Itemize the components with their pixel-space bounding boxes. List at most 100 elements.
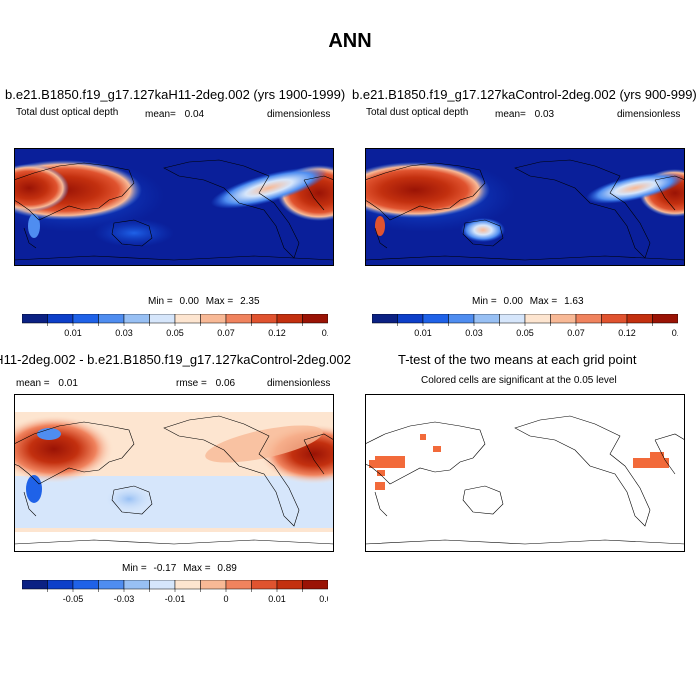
colorbar-swatch <box>149 314 176 324</box>
colorbar-swatch <box>372 314 398 324</box>
panel-ttest-header: T-test of the two means at each grid poi… <box>398 352 637 367</box>
panel-control-minmax: Min = 0.00 Max = 1.63 <box>472 296 584 307</box>
colorbar-tick-label: -0.01 <box>165 594 186 604</box>
colorbar-swatch <box>276 314 303 324</box>
max-value: 0.89 <box>217 563 237 574</box>
mean-value: 0.04 <box>184 109 205 120</box>
panel-diff-header: b.e21.B1850.f19_g17.127kaH11-2deg.002 - … <box>0 352 351 367</box>
colorbar-tick-label: 0.01 <box>414 328 432 338</box>
colorbar-swatch <box>397 314 424 324</box>
colorbar-swatch <box>499 314 526 324</box>
colorbar-swatch <box>22 314 48 324</box>
colorbar-tick-label: 0.2 <box>322 328 328 338</box>
colorbar-tick-label: 0.01 <box>64 328 82 338</box>
min-label: Min = <box>472 296 497 307</box>
colorbar-swatch <box>47 314 74 324</box>
min-value: 0.00 <box>179 296 199 307</box>
colorbar-tick-label: 0.07 <box>567 328 585 338</box>
page-title: ANN <box>328 30 372 52</box>
map-diff <box>14 394 334 552</box>
colorbar-tick-label: 0.01 <box>268 594 286 604</box>
panel-case-units: dimensionless <box>267 109 331 120</box>
colorbar-swatch <box>302 314 328 324</box>
colorbar-swatch <box>601 314 628 324</box>
max-value: 2.35 <box>240 296 260 307</box>
panel-control-mean: mean= 0.03 <box>495 109 554 120</box>
map-ttest <box>365 394 685 552</box>
panel-diff-minmax: Min = -0.17 Max = 0.89 <box>122 563 237 574</box>
panel-ttest-subheader: Colored cells are significant at the 0.0… <box>421 375 617 386</box>
rmse-value: 0.06 <box>215 378 236 389</box>
map-control <box>365 148 685 266</box>
colorbar-tick-label: 0.12 <box>618 328 636 338</box>
colorbar-swatch <box>575 314 602 324</box>
panel-diff-mean: mean = 0.01 <box>16 378 78 389</box>
panel-diff-header-text: b.e21.B1850.f19_g17.127kaH11-2deg.002 - … <box>0 352 351 367</box>
colorbar-tick-label: 0.03 <box>319 594 328 604</box>
colorbar-control: 0.010.030.050.070.120.20.3 <box>372 314 678 338</box>
colorbar-swatch <box>276 580 303 590</box>
colorbar-swatch <box>174 580 201 590</box>
panel-case-minmax: Min = 0.00 Max = 2.35 <box>148 296 260 307</box>
colorbar-tick-label: -0.03 <box>114 594 135 604</box>
colorbar-swatch <box>123 314 150 324</box>
colorbar-swatch <box>72 580 99 590</box>
panel-control-header: b.e21.B1850.f19_g17.127kaControl-2deg.00… <box>352 87 697 102</box>
colorbar-swatch <box>251 314 278 324</box>
rmse-label: rmse = <box>176 378 207 389</box>
colorbar-tick-label: 0.07 <box>217 328 235 338</box>
min-value: -0.17 <box>153 563 177 574</box>
colorbar-swatch <box>448 314 475 324</box>
mean-value: 0.01 <box>58 378 78 389</box>
colorbar-swatch <box>72 314 99 324</box>
max-label: Max = <box>183 563 211 574</box>
panel-case-header: b.e21.B1850.f19_g17.127kaH11-2deg.002 (y… <box>5 87 346 102</box>
colorbar-swatch <box>98 580 125 590</box>
colorbar-swatch <box>524 314 551 324</box>
mean-label: mean = <box>16 378 50 389</box>
colorbar-swatch <box>200 314 227 324</box>
panel-control-units: dimensionless <box>617 109 681 120</box>
colorbar-swatch <box>302 580 328 590</box>
map-case <box>14 148 334 266</box>
colorbar-swatch <box>626 314 653 324</box>
max-label: Max = <box>205 296 234 307</box>
colorbar-swatch <box>123 580 150 590</box>
panel-case-variable-label: Total dust optical depth <box>16 107 119 118</box>
panel-control-variable-label: Total dust optical depth <box>366 107 469 118</box>
colorbar-swatch <box>422 314 449 324</box>
panel-case-mean: mean= 0.04 <box>145 109 204 120</box>
mean-label: mean= <box>495 109 526 120</box>
colorbar-swatch <box>22 580 48 590</box>
colorbar-tick-label: 0 <box>223 594 228 604</box>
max-label: Max = <box>529 296 558 307</box>
min-value: 0.00 <box>503 296 523 307</box>
colorbar-tick-label: 0.03 <box>465 328 483 338</box>
panel-diff-units: dimensionless <box>267 378 331 389</box>
min-label: Min = <box>148 296 173 307</box>
mean-label: mean= <box>145 109 176 120</box>
colorbar-tick-label: 0.05 <box>166 328 184 338</box>
colorbar-swatch <box>652 314 678 324</box>
colorbar-swatch <box>473 314 500 324</box>
colorbar-tick-label: 0.2 <box>672 328 678 338</box>
max-value: 1.63 <box>564 296 584 307</box>
colorbar-tick-label: 0.03 <box>115 328 133 338</box>
colorbar-tick-label: 0.05 <box>516 328 534 338</box>
colorbar-swatch <box>225 314 252 324</box>
colorbar-tick-label: -0.05 <box>63 594 84 604</box>
colorbar-swatch <box>200 580 227 590</box>
colorbar-swatch <box>98 314 125 324</box>
colorbar-case: 0.010.030.050.070.120.20.3 <box>22 314 328 338</box>
colorbar-swatch <box>174 314 201 324</box>
panel-diff-rmse: rmse = 0.06 <box>176 378 235 389</box>
colorbar-swatch <box>550 314 577 324</box>
colorbar-swatch <box>251 580 278 590</box>
colorbar-swatch <box>225 580 252 590</box>
mean-value: 0.03 <box>534 109 555 120</box>
colorbar-swatch <box>149 580 176 590</box>
colorbar-swatch <box>47 580 74 590</box>
min-label: Min = <box>122 563 147 574</box>
colorbar-tick-label: 0.12 <box>268 328 286 338</box>
